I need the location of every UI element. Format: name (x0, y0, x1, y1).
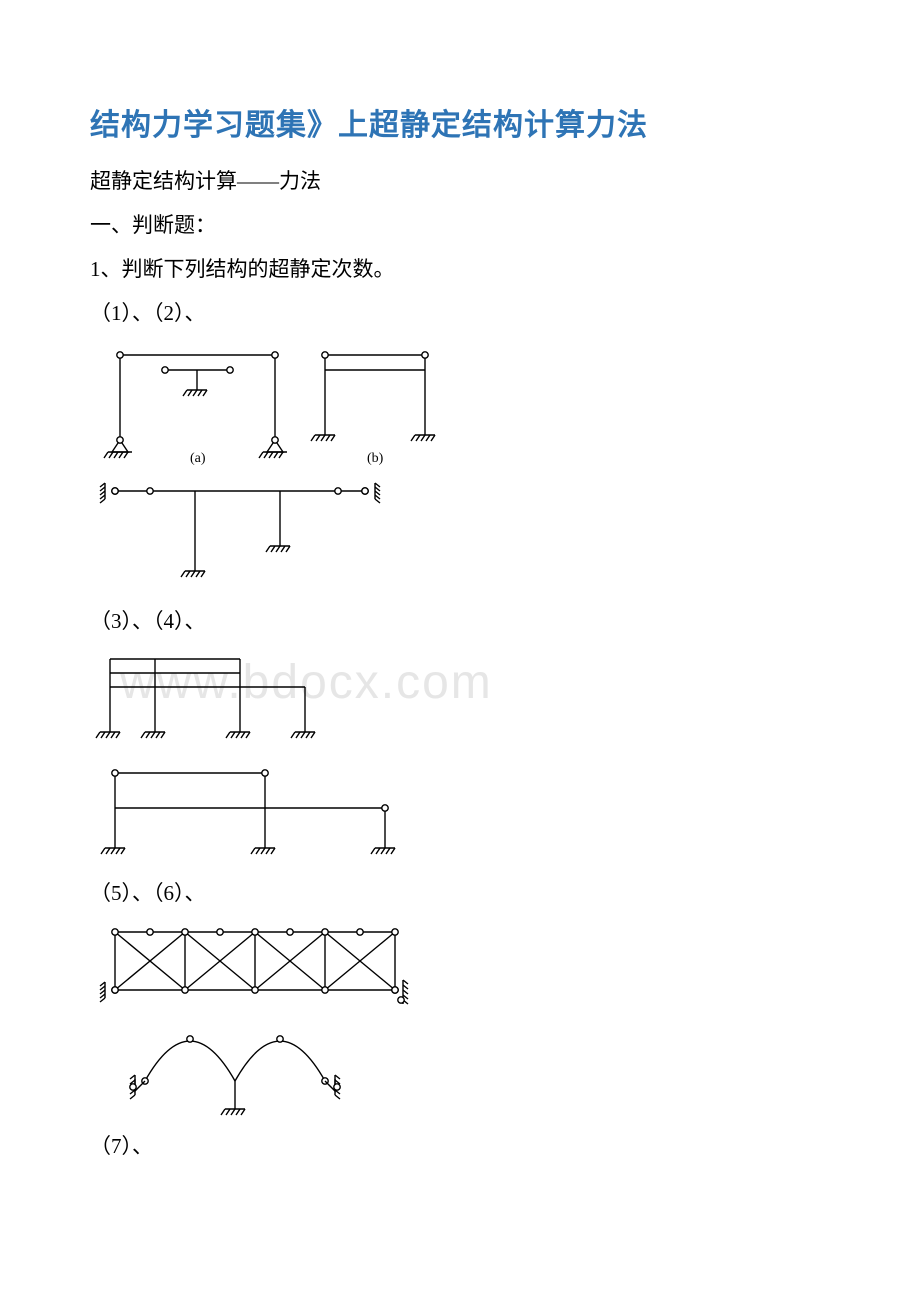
item-7: （7）、 (90, 1127, 830, 1167)
diagram-row-4 (90, 758, 830, 868)
diagram-row-6 (90, 1021, 830, 1121)
diagram-row-1: (a) (b) (90, 340, 830, 470)
diagram-4 (90, 758, 410, 868)
diagram-6 (90, 1021, 390, 1121)
item-5-6: （5）、（6）、 (90, 874, 830, 914)
diagram-row-5 (90, 920, 830, 1015)
item-1-2: （1）、（2）、 (90, 294, 830, 334)
diagram-2 (90, 476, 390, 596)
subtitle-text: 超静定结构计算——力法 (90, 162, 830, 202)
diagram-1ab: (a) (b) (90, 340, 450, 470)
diagram-5 (90, 920, 420, 1015)
svg-text:(b): (b) (367, 451, 384, 466)
svg-text:(a): (a) (190, 451, 206, 466)
section-heading: 一、判断题： (90, 206, 830, 246)
question-1: 1、判断下列结构的超静定次数。 (90, 250, 830, 290)
item-3-4: （3）、（4）、 (90, 602, 830, 642)
diagram-row-3 (90, 647, 830, 752)
diagram-3 (90, 647, 320, 752)
diagram-row-2 (90, 476, 830, 596)
page-title: 结构力学习题集》上超静定结构计算力法 (90, 100, 830, 144)
